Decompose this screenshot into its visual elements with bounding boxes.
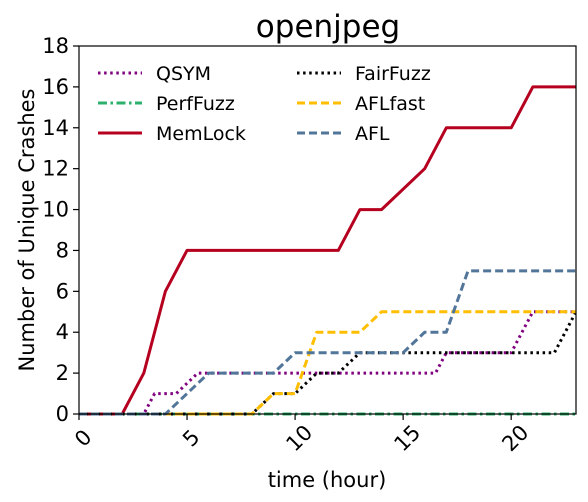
y-tick-label: 10 [42,198,69,222]
y-tick-label: 8 [56,238,69,262]
legend-label: PerfFuzz [156,93,235,115]
legend-label: AFL [355,123,390,145]
legend-label: QSYM [156,63,211,85]
x-tick-label: 20 [497,420,533,456]
y-tick-label: 6 [56,279,69,303]
series-line-memlock [79,85,576,416]
legend-item-qsym: QSYM [98,63,211,85]
x-tick-label: 10 [281,420,317,456]
y-tick-label: 0 [56,402,69,426]
legend: QSYM PerfFuzz MemLock FairFuzz AFLfast AFL [98,63,431,145]
x-tick-label: 0 [70,425,96,451]
legend-label: FairFuzz [355,63,431,85]
legend-item-fairfuzz: FairFuzz [297,63,431,85]
y-tick-label: 18 [42,34,69,58]
y-tick-label: 4 [56,320,69,344]
legend-item-perffuzz: PerfFuzz [98,93,235,115]
legend-label: MemLock [156,123,246,145]
series-line-qsym [79,310,576,416]
y-tick-label: 16 [42,75,69,99]
plot-frame [78,45,577,415]
y-axis-label: Number of Unique Crashes [15,89,39,372]
x-tick-label: 15 [389,420,425,456]
series-line-fairfuzz [79,311,576,416]
y-tick-label: 2 [56,361,69,385]
legend-item-afl: AFL [297,123,390,145]
x-tick-label: 5 [178,425,204,451]
series-line-afl [79,269,576,416]
x-axis-label: time (hour) [268,468,387,492]
y-tick-label: 14 [42,116,69,140]
legend-item-memlock: MemLock [98,123,246,145]
series-line-aflfast [79,310,576,416]
legend-item-aflfast: AFLfast [297,93,425,115]
y-tick-label: 12 [42,157,69,181]
series-layer [79,85,576,416]
y-axis: 0 2 4 6 8 10 12 14 16 18 [42,34,79,426]
x-axis: 0 5 10 15 20 [70,414,533,456]
chart-title: openjpeg [256,9,400,45]
legend-label: AFLfast [355,93,425,115]
